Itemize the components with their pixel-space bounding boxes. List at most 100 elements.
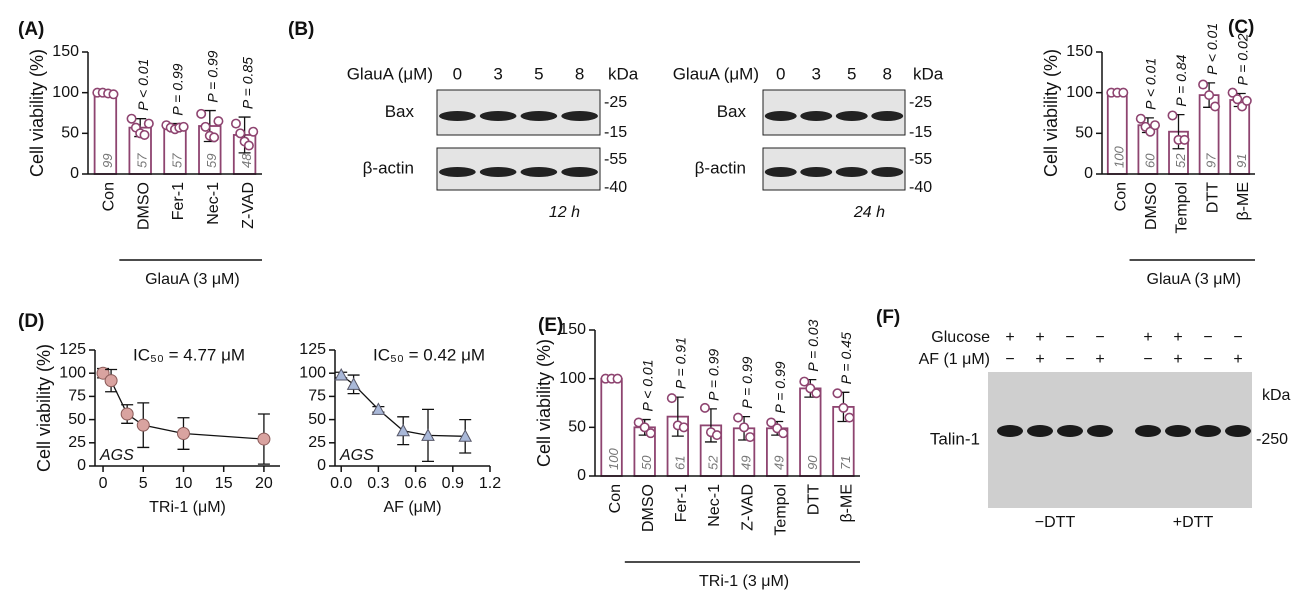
data-point <box>766 417 777 428</box>
y-tick-label: 50 <box>61 125 79 142</box>
x-tick-label: 15 <box>215 475 233 492</box>
x-tick-label: Z-VAD <box>739 484 756 531</box>
value-label: 48 <box>239 153 254 168</box>
band <box>561 111 598 121</box>
data-point <box>745 432 756 443</box>
x-tick-label: Nec-1 <box>706 484 723 527</box>
glucose-sign: + <box>1005 329 1014 346</box>
x-tick-label: 20 <box>255 475 273 492</box>
glucose-sign: + <box>1173 329 1182 346</box>
band <box>871 167 904 177</box>
x-axis-label: AF (μM) <box>383 499 441 516</box>
band <box>764 167 797 177</box>
ic50-annotation: IC₅₀ = 0.42 μM <box>373 345 485 364</box>
af-sign: + <box>1095 351 1104 368</box>
data-point <box>396 423 411 437</box>
p-value: P = 0.91 <box>673 337 689 389</box>
band <box>1027 425 1053 437</box>
p-value: P = 0.85 <box>239 57 255 109</box>
panel-label: (E) <box>538 315 563 336</box>
y-tick-label: 150 <box>52 43 79 60</box>
data-point <box>143 118 154 129</box>
data-point <box>243 140 254 151</box>
data-point <box>711 430 722 441</box>
p-value: P = 0.03 <box>805 319 821 371</box>
y-tick-label: 100 <box>52 84 79 101</box>
x-tick-label: 0.9 <box>442 475 464 492</box>
data-point <box>1145 126 1156 137</box>
p-value: P = 0.99 <box>706 349 722 401</box>
p-value: P = 0.99 <box>739 356 755 408</box>
y-tick-label: 100 <box>299 364 326 381</box>
data-point <box>799 376 810 387</box>
data-point <box>832 388 843 399</box>
af-sign: − <box>1203 351 1212 368</box>
data-point <box>120 407 134 421</box>
y-tick-label: 75 <box>68 388 86 405</box>
data-point <box>1167 110 1178 121</box>
data-point <box>257 432 271 446</box>
x-tick-label: Z-VAD <box>240 182 257 229</box>
panel-label: (C) <box>1228 17 1254 38</box>
lane-label: 0 <box>453 64 462 83</box>
data-point <box>645 428 656 439</box>
glucose-sign: − <box>1233 329 1242 346</box>
x-tick-label: 0 <box>99 475 108 492</box>
value-label: 57 <box>135 153 150 168</box>
data-point <box>230 118 241 129</box>
value-label: 97 <box>1204 153 1219 168</box>
group-label: GlauA (3 μM) <box>145 271 240 288</box>
data-point <box>209 132 220 143</box>
data-point <box>1227 87 1238 98</box>
band <box>1195 425 1221 437</box>
band <box>800 167 833 177</box>
y-tick-label: 125 <box>299 341 326 358</box>
af-sign: + <box>1173 351 1182 368</box>
p-value: P < 0.01 <box>135 59 151 111</box>
data-point <box>1135 113 1146 124</box>
marker-label: -250 <box>1256 431 1288 448</box>
x-tick-label: DTT <box>806 484 823 515</box>
band <box>1057 425 1083 437</box>
x-tick-label: Con <box>607 484 624 513</box>
data-point <box>200 121 211 132</box>
unit-label: kDa <box>1262 387 1291 404</box>
glucose-sign: + <box>1035 329 1044 346</box>
data-point <box>139 129 150 140</box>
band <box>520 167 558 177</box>
data-point <box>1232 94 1243 105</box>
data-point <box>1179 134 1190 145</box>
af-sign: + <box>1233 351 1242 368</box>
x-tick-label: DMSO <box>1143 182 1160 230</box>
x-tick-label: Fer-1 <box>673 484 690 522</box>
data-point <box>666 393 677 404</box>
x-tick-label: 10 <box>175 475 193 492</box>
y-tick-label: 50 <box>568 419 586 436</box>
band <box>1087 425 1113 437</box>
data-point <box>733 412 744 423</box>
data-point <box>1150 120 1161 131</box>
ic50-annotation: IC₅₀ = 4.77 μM <box>133 345 245 364</box>
lane-label: 0 <box>776 64 785 83</box>
marker-label: -25 <box>909 94 932 111</box>
unit-label: kDa <box>608 64 639 83</box>
value-label: 100 <box>606 448 621 470</box>
row-label: Glucose <box>931 329 990 346</box>
value-label: 52 <box>705 455 720 470</box>
p-value: P = 0.99 <box>170 63 186 115</box>
band <box>520 111 558 121</box>
band-label: Talin-1 <box>930 429 980 448</box>
lane-label: 5 <box>534 64 543 83</box>
value-label: 52 <box>1173 153 1188 168</box>
y-axis-label: Cell viability (%) <box>534 339 554 467</box>
marker-label: -55 <box>909 151 932 168</box>
marker-label: -40 <box>604 179 627 196</box>
glucose-sign: − <box>1203 329 1212 346</box>
value-label: 60 <box>1142 153 1157 168</box>
af-sign: + <box>1035 351 1044 368</box>
y-tick-label: 50 <box>308 411 326 428</box>
x-tick-label: Nec-1 <box>205 182 222 225</box>
band <box>439 111 476 121</box>
data-point <box>176 427 190 441</box>
